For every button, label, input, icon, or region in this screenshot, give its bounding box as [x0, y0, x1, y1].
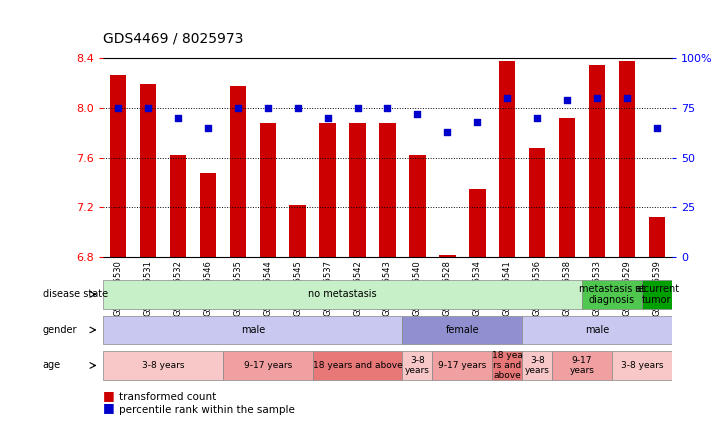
Text: percentile rank within the sample: percentile rank within the sample [119, 404, 294, 415]
FancyBboxPatch shape [642, 280, 672, 309]
Bar [559, 118, 575, 257]
Bar [529, 148, 545, 257]
Point [442, 129, 453, 135]
FancyBboxPatch shape [103, 280, 582, 309]
FancyBboxPatch shape [522, 316, 672, 344]
Text: male: male [585, 325, 609, 335]
Bar [109, 74, 127, 257]
Text: 18 yea
rs and
above: 18 yea rs and above [492, 351, 523, 380]
Point [202, 125, 213, 132]
Point [532, 115, 543, 121]
Point [562, 97, 573, 104]
Text: female: female [446, 325, 479, 335]
Point [592, 95, 603, 102]
Point [621, 95, 633, 102]
Point [112, 105, 124, 112]
FancyBboxPatch shape [402, 351, 432, 380]
Bar [170, 155, 186, 257]
Bar [379, 123, 396, 257]
FancyBboxPatch shape [522, 351, 552, 380]
FancyBboxPatch shape [313, 351, 402, 380]
Text: 18 years and above: 18 years and above [313, 361, 402, 370]
Text: ■: ■ [103, 389, 115, 402]
Bar [230, 86, 246, 257]
Text: metastasis at
diagnosis: metastasis at diagnosis [579, 283, 645, 305]
Text: 9-17 years: 9-17 years [244, 361, 292, 370]
Bar [260, 123, 276, 257]
Point [412, 111, 423, 118]
FancyBboxPatch shape [103, 351, 223, 380]
Text: 9-17 years: 9-17 years [438, 361, 486, 370]
FancyBboxPatch shape [582, 280, 642, 309]
Text: 3-8
years: 3-8 years [405, 356, 430, 375]
FancyBboxPatch shape [612, 351, 672, 380]
Point [262, 105, 274, 112]
Bar [289, 205, 306, 257]
Bar [439, 255, 456, 257]
FancyBboxPatch shape [432, 351, 492, 380]
Point [352, 105, 363, 112]
Text: ■: ■ [103, 401, 115, 415]
Text: male: male [240, 325, 265, 335]
Text: gender: gender [43, 325, 77, 335]
Text: 9-17
years: 9-17 years [570, 356, 594, 375]
Bar [499, 61, 515, 257]
Bar [349, 123, 365, 257]
Bar [140, 85, 156, 257]
Point [501, 95, 513, 102]
Bar [200, 173, 216, 257]
Bar [648, 217, 665, 257]
Bar [410, 155, 426, 257]
Point [471, 118, 483, 125]
Text: 3-8 years: 3-8 years [621, 361, 663, 370]
FancyBboxPatch shape [492, 351, 522, 380]
Point [292, 105, 304, 112]
Text: 3-8
years: 3-8 years [525, 356, 550, 375]
Text: 3-8 years: 3-8 years [141, 361, 184, 370]
Text: disease state: disease state [43, 289, 108, 299]
Text: no metastasis: no metastasis [309, 289, 377, 299]
Point [232, 105, 243, 112]
Text: transformed count: transformed count [119, 392, 216, 402]
FancyBboxPatch shape [402, 316, 522, 344]
Bar [589, 65, 605, 257]
Bar [469, 189, 486, 257]
Point [322, 115, 333, 121]
Bar [319, 123, 336, 257]
Point [382, 105, 393, 112]
Text: recurrent
tumor: recurrent tumor [634, 283, 680, 305]
Point [142, 105, 154, 112]
Point [651, 125, 663, 132]
Text: GDS4469 / 8025973: GDS4469 / 8025973 [103, 32, 243, 46]
FancyBboxPatch shape [552, 351, 612, 380]
FancyBboxPatch shape [223, 351, 313, 380]
FancyBboxPatch shape [103, 316, 402, 344]
Text: age: age [43, 360, 60, 371]
Point [172, 115, 183, 121]
Bar [619, 61, 635, 257]
